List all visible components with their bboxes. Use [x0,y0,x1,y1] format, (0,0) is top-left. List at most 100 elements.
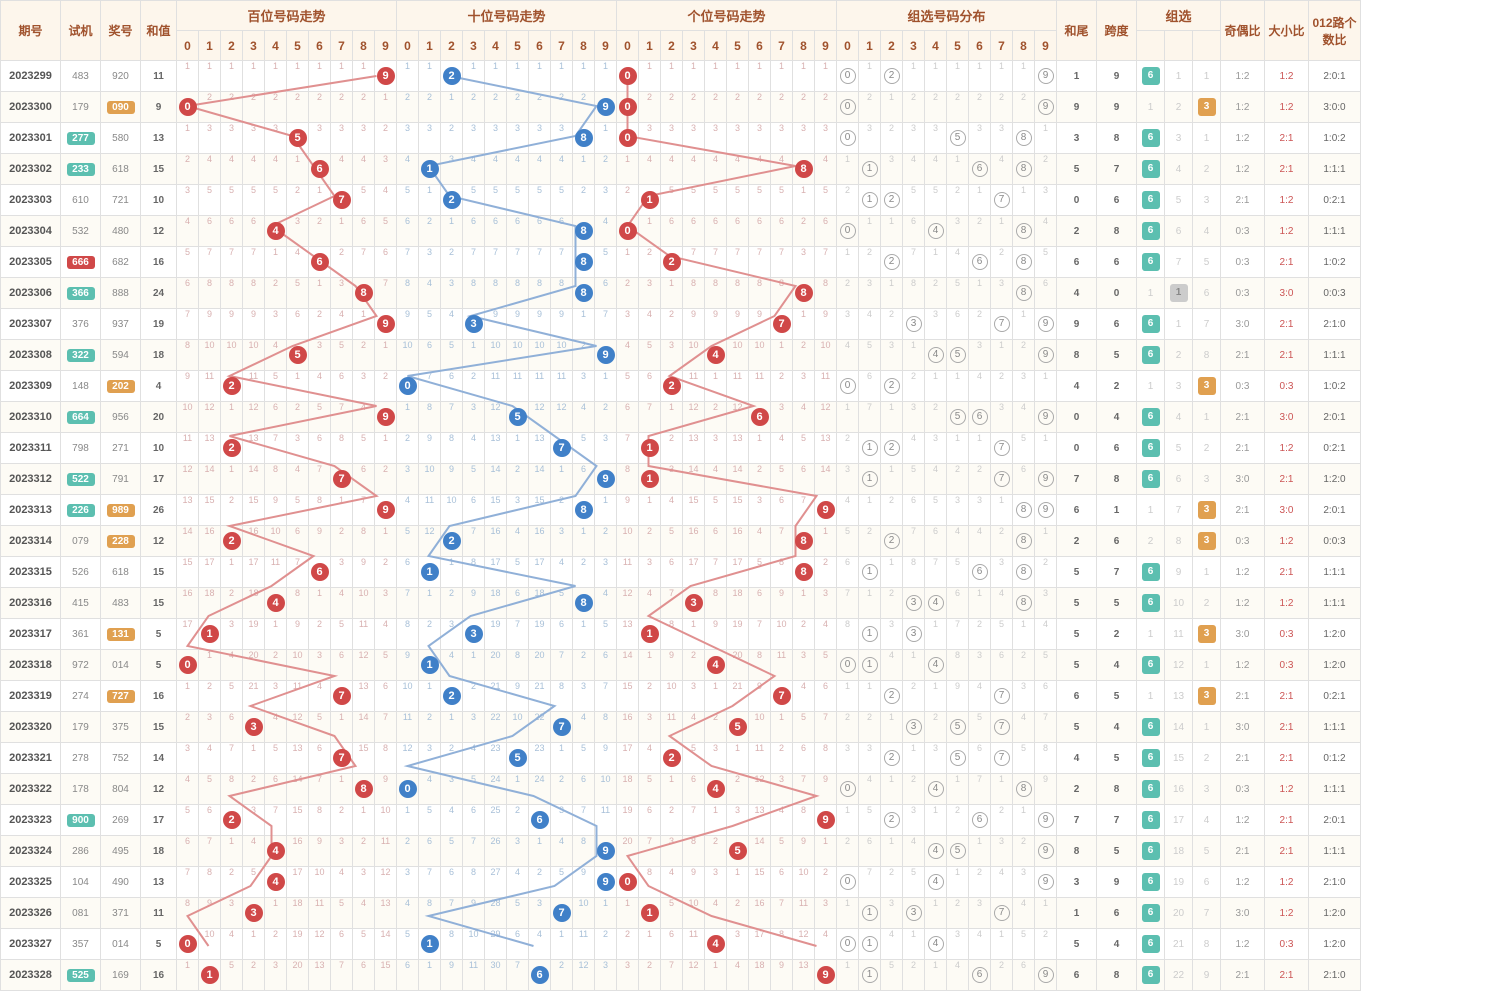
miss-count: 8 [449,929,454,939]
zuxuan-badge: 6 [1142,346,1160,364]
miss-count: 6 [493,216,498,226]
zuxuan-cell: 7 [991,712,1013,743]
zuxuan-miss: 12 [1173,660,1184,671]
heiwei-value: 4 [1074,288,1080,299]
miss-count: 1 [889,712,894,722]
zuxuan-cell: 1 [969,61,991,92]
miss-count: 4 [471,743,476,753]
trend-cell: 6 [749,588,771,619]
issue-number: 2023309 [9,380,52,392]
miss-count: 1 [559,929,564,939]
zuxuan-cell: 9 [1035,464,1057,495]
trend-cell: 2 [727,92,749,123]
trend-cell: 4 [265,836,287,867]
zuxuan-ring: 9 [1038,316,1054,332]
miss-count: 5 [251,185,256,195]
kuadu-value: 7 [1114,164,1120,175]
zuxuan-ring: 2 [884,533,900,549]
trend-cell: 9 [375,495,397,526]
hezhi-value: 16 [153,691,164,702]
trend-cell: 5 [243,867,265,898]
miss-count: 9 [823,309,828,319]
route012-ratio: 1:2:0 [1323,629,1345,640]
miss-count: 15 [622,681,632,691]
miss-count: 5 [273,743,278,753]
route012-ratio: 1:2:0 [1323,660,1345,671]
miss-count: 18 [754,960,764,970]
zuxuan-type-cell: 6 [1137,898,1165,929]
zuxuan-type-cell: 6 [1137,650,1165,681]
zuxuan-cell: 6 [903,495,925,526]
miss-count: 3 [735,805,740,815]
trend-cell: 1 [353,805,375,836]
hezhi-value: 16 [153,970,164,981]
miss-count: 1 [757,61,762,71]
zuxuan-type-cell: 3 [1165,123,1193,154]
trend-cell: 13 [749,805,771,836]
miss-count: 11 [689,371,698,381]
miss-count: 2 [977,619,982,629]
miss-count: 1 [735,743,740,753]
zuxuan-miss: 7 [1204,908,1210,919]
zuxuan-badge: 6 [1142,253,1160,271]
miss-count: 3 [471,402,476,412]
heiwei-value: 5 [1074,629,1080,640]
trend-cell: 16 [485,526,507,557]
trend-cell: 1 [771,712,793,743]
miss-count: 2 [295,92,300,102]
trend-cell: 17 [199,557,221,588]
trend-cell: 8 [353,774,375,805]
trend-cell: 11 [793,898,815,929]
miss-count: 11 [183,433,192,443]
miss-count: 10 [314,867,324,877]
trend-cell: 6 [353,464,375,495]
zuxuan-cell: 0 [837,774,859,805]
trend-cell: 0 [177,92,199,123]
winning-ball: 4 [707,780,725,798]
shiji-number: 972 [72,660,89,671]
trend-cell: 4 [793,402,815,433]
miss-count: 1 [251,743,256,753]
zuxuan-cell: 9 [1035,867,1057,898]
zuxuan-cell: 7 [969,774,991,805]
miss-count: 4 [361,154,366,164]
hezhi-value: 12 [153,784,164,795]
jiang-number: 727 [107,690,135,703]
trend-cell: 2 [441,588,463,619]
miss-count: 2 [735,92,740,102]
trend-cell: 6 [815,216,837,247]
miss-count: 10 [182,402,192,412]
zuxuan-cell: 3 [837,464,859,495]
miss-count: 1 [383,92,388,102]
zuxuan-badge: 6 [1142,191,1160,209]
miss-count: 9 [669,650,674,660]
miss-count: 1 [449,712,454,722]
trend-cell: 22 [485,712,507,743]
trend-cell: 2 [463,92,485,123]
miss-count: 5 [361,185,366,195]
daxiao-ratio: 2:1 [1280,691,1294,702]
winning-ball: 7 [333,749,351,767]
miss-count: 5 [779,836,784,846]
trend-cell: 1 [705,960,727,991]
miss-count: 2 [999,247,1004,257]
zuxuan-ring: 8 [1016,223,1032,239]
trend-cell: 4 [463,433,485,464]
miss-count: 2 [669,92,674,102]
miss-count: 3 [999,557,1004,567]
heiwei-value: 7 [1074,474,1080,485]
trend-cell: 8 [617,464,639,495]
trend-cell: 9 [661,650,683,681]
miss-count: 2 [185,154,190,164]
zuxuan-badge: 6 [1142,811,1160,829]
trend-cell: 5 [727,185,749,216]
zuxuan-cell: 3 [947,216,969,247]
trend-cell: 2 [639,247,661,278]
trend-cell: 1 [507,61,529,92]
header-issue[interactable]: 期号 [1,1,61,61]
zuxuan-type-cell: 7 [1193,309,1221,340]
trend-cell: 2 [265,278,287,309]
miss-count: 3 [603,433,608,443]
trend-cell: 1 [265,61,287,92]
miss-count: 1 [339,712,344,722]
